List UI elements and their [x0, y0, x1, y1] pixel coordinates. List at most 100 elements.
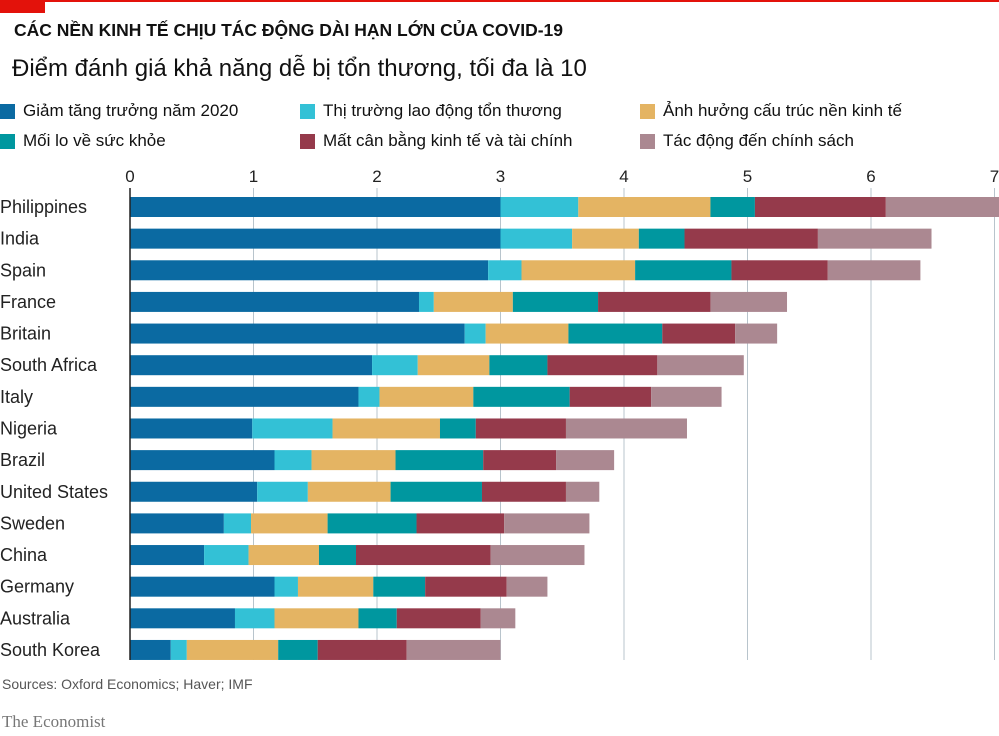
- bar-segment: [372, 355, 418, 376]
- bar-segment: [274, 576, 298, 597]
- bar-segment: [297, 576, 374, 597]
- bar-segment: [332, 418, 440, 439]
- bar-segment: [318, 545, 357, 566]
- legend-label: Ảnh hưởng cấu trúc nền kinh tế: [663, 101, 902, 120]
- bar-segment: [130, 639, 171, 660]
- category-label: China: [0, 545, 48, 565]
- bar-segment: [130, 418, 253, 439]
- bar-segment: [483, 450, 557, 471]
- bar-segment: [500, 197, 579, 217]
- category-label: South Korea: [0, 640, 101, 660]
- bar-segment: [464, 323, 486, 344]
- legend-label: Tác động đến chính sách: [663, 131, 854, 150]
- legend-item: Mất cân bằng kinh tế và tài chính: [300, 131, 573, 151]
- bar-segment: [754, 197, 886, 217]
- source-note: Sources: Oxford Economics; Haver; IMF: [2, 676, 253, 692]
- bar-segment: [578, 197, 711, 217]
- x-tick-label: 5: [743, 167, 752, 186]
- x-tick-label: 4: [619, 167, 628, 186]
- bar-segment: [500, 228, 573, 249]
- bar-segment: [488, 260, 522, 281]
- x-tick-label: 0: [125, 167, 134, 186]
- bar-segment: [130, 291, 419, 312]
- bar-segment: [481, 481, 566, 502]
- bar-segment: [504, 513, 590, 534]
- x-tick-label: 2: [372, 167, 381, 186]
- top-rule: [0, 0, 999, 2]
- bar-segment: [635, 260, 732, 281]
- bar-segment: [572, 228, 639, 249]
- bar-segment: [234, 608, 275, 629]
- bar-segment: [489, 355, 548, 376]
- bar-segment: [130, 481, 258, 502]
- bar-segment: [130, 386, 359, 407]
- bar-segment: [223, 513, 252, 534]
- bar-segment: [817, 228, 932, 249]
- bar-segment: [657, 355, 744, 376]
- bar-segment: [327, 513, 417, 534]
- category-label: Spain: [0, 260, 46, 280]
- bar-segment: [433, 291, 513, 312]
- bar-segment: [257, 481, 308, 502]
- bar-segment: [512, 291, 599, 312]
- category-label: Nigeria: [0, 418, 58, 438]
- bar-segment: [356, 545, 491, 566]
- bar-segment: [373, 576, 426, 597]
- bar-segment: [406, 639, 501, 660]
- bar-segment: [130, 450, 275, 471]
- bar-segment: [485, 323, 569, 344]
- bar-segment: [358, 386, 380, 407]
- bar-segment: [130, 228, 501, 249]
- bar-segment: [130, 608, 235, 629]
- legend-item: Thị trường lao động tổn thương: [300, 101, 562, 121]
- bar-segment: [710, 197, 755, 217]
- bar-segment: [731, 260, 828, 281]
- bar-segment: [439, 418, 476, 439]
- bar-segment: [395, 450, 484, 471]
- category-label: United States: [0, 482, 108, 502]
- bar-segment: [425, 576, 507, 597]
- category-label: Britain: [0, 324, 51, 344]
- bar-segment: [311, 450, 396, 471]
- x-tick-label: 1: [249, 167, 258, 186]
- bar-segment: [317, 639, 407, 660]
- legend-label: Thị trường lao động tổn thương: [323, 101, 562, 120]
- bar-segment: [186, 639, 279, 660]
- bar-segment: [396, 608, 481, 629]
- bar-segment: [130, 323, 465, 344]
- legend-label: Mối lo về sức khỏe: [23, 131, 166, 150]
- bar-segment: [170, 639, 187, 660]
- bar-segment: [480, 608, 516, 629]
- bar-segment: [278, 639, 318, 660]
- bar-segment: [130, 576, 275, 597]
- legend-label: Giảm tăng trưởng năm 2020: [23, 101, 239, 120]
- bar-segment: [490, 545, 585, 566]
- bar-segment: [390, 481, 482, 502]
- bar-segment: [274, 608, 359, 629]
- bar-segment: [418, 291, 434, 312]
- brand-tag: [0, 0, 45, 13]
- legend-swatch: [640, 103, 655, 119]
- x-tick-label: 3: [496, 167, 505, 186]
- bar-segment: [248, 545, 319, 566]
- category-label: Italy: [0, 387, 33, 407]
- bar-segment: [565, 481, 600, 502]
- bar-segment: [130, 545, 205, 566]
- bar-segment: [252, 418, 333, 439]
- category-label: Brazil: [0, 450, 45, 470]
- category-label: Philippines: [0, 197, 87, 217]
- legend-item: Mối lo về sức khỏe: [0, 131, 166, 151]
- bar-segment: [569, 386, 652, 407]
- bar-segment: [473, 386, 570, 407]
- bar-segment: [521, 260, 636, 281]
- category-label: Germany: [0, 577, 74, 597]
- bar-segment: [556, 450, 615, 471]
- bar-segment: [475, 418, 566, 439]
- category-label: France: [0, 292, 56, 312]
- bar-segment: [568, 323, 663, 344]
- bar-segment: [274, 450, 312, 471]
- chart-subtitle: Điểm đánh giá khả năng dễ bị tổn thương,…: [12, 55, 587, 82]
- bar-segment: [130, 260, 489, 281]
- bar-segment: [130, 197, 501, 217]
- bar-segment: [827, 260, 921, 281]
